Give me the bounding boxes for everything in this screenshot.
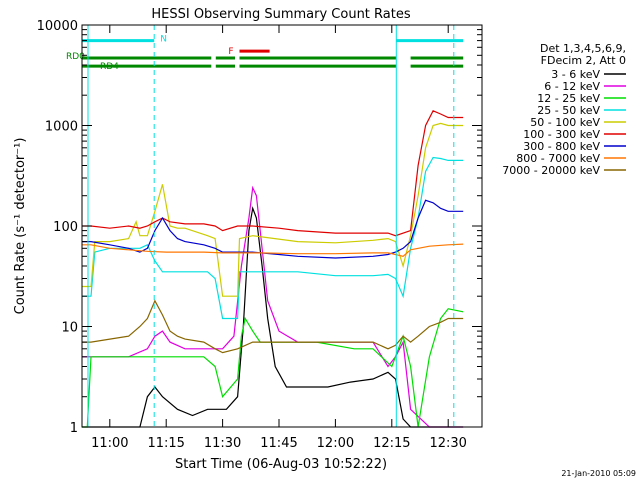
- x-tick-label: 11:15: [147, 436, 184, 451]
- plot-frame: [81, 24, 483, 428]
- series-line-7: [82, 243, 464, 257]
- status-bar-label: RD4: [100, 62, 119, 72]
- status-bar-label: RD0: [66, 52, 85, 62]
- footer-date: 21-Jan-2010 05:09: [561, 469, 636, 478]
- status-bar-label: F: [228, 47, 233, 57]
- series-line-1: [82, 185, 464, 428]
- legend-entry-label: 300 - 800 keV: [523, 140, 600, 153]
- x-tick-label: 12:15: [373, 436, 410, 451]
- y-tick-label: 1000: [45, 120, 78, 135]
- y-tick-label: 10000: [37, 19, 78, 34]
- legend-entry-label: 6 - 12 keV: [544, 80, 600, 93]
- series-line-8: [82, 299, 464, 354]
- legend-entry-label: 7000 - 20000 keV: [502, 164, 600, 177]
- legend-entry-label: 12 - 25 keV: [537, 92, 600, 105]
- status-bar-label: N: [160, 35, 167, 45]
- series-line-4: [82, 122, 464, 297]
- y-tick-label: 1: [70, 421, 78, 436]
- x-tick-label: 12:30: [429, 436, 466, 451]
- legend: Det 1,3,4,5,6,9,FDecim 2, Att 03 - 6 keV…: [502, 42, 626, 177]
- legend-header: FDecim 2, Att 0: [541, 54, 626, 67]
- x-tick-label: 12:00: [317, 436, 354, 451]
- x-axis-label: Start Time (06-Aug-03 10:52:22): [175, 457, 387, 472]
- y-tick-label: 10: [61, 321, 78, 336]
- series-lines: [82, 110, 464, 428]
- status-bars: N F RD0 RD4: [66, 35, 464, 72]
- series-line-6: [82, 199, 464, 259]
- legend-header: Det 1,3,4,5,6,9,: [540, 42, 626, 55]
- y-axis-label: Count Rate (s⁻¹ detector⁻¹): [13, 138, 28, 315]
- vertical-markers: [87, 25, 455, 427]
- x-tick-label: 11:45: [260, 436, 297, 451]
- series-line-2: [82, 308, 464, 428]
- x-tick-label: 11:30: [204, 436, 241, 451]
- legend-entry-label: 50 - 100 keV: [530, 116, 600, 129]
- y-axis-ticks: 1 10 100 1000 10000: [37, 19, 482, 436]
- legend-entry-label: 100 - 300 keV: [523, 128, 600, 141]
- series-line-0: [82, 206, 464, 428]
- x-axis-ticks: 11:00 11:15 11:30 11:45 12:00 12:15 12:30: [91, 25, 467, 451]
- x-tick-label: 11:00: [91, 436, 128, 451]
- chart-title: HESSI Observing Summary Count Rates: [151, 7, 410, 22]
- y-tick-label: 100: [53, 220, 78, 235]
- legend-entry-label: 800 - 7000 keV: [516, 152, 600, 165]
- legend-entry-label: 3 - 6 keV: [551, 68, 600, 81]
- series-line-5: [82, 110, 464, 237]
- legend-entry-label: 25 - 50 keV: [537, 104, 600, 117]
